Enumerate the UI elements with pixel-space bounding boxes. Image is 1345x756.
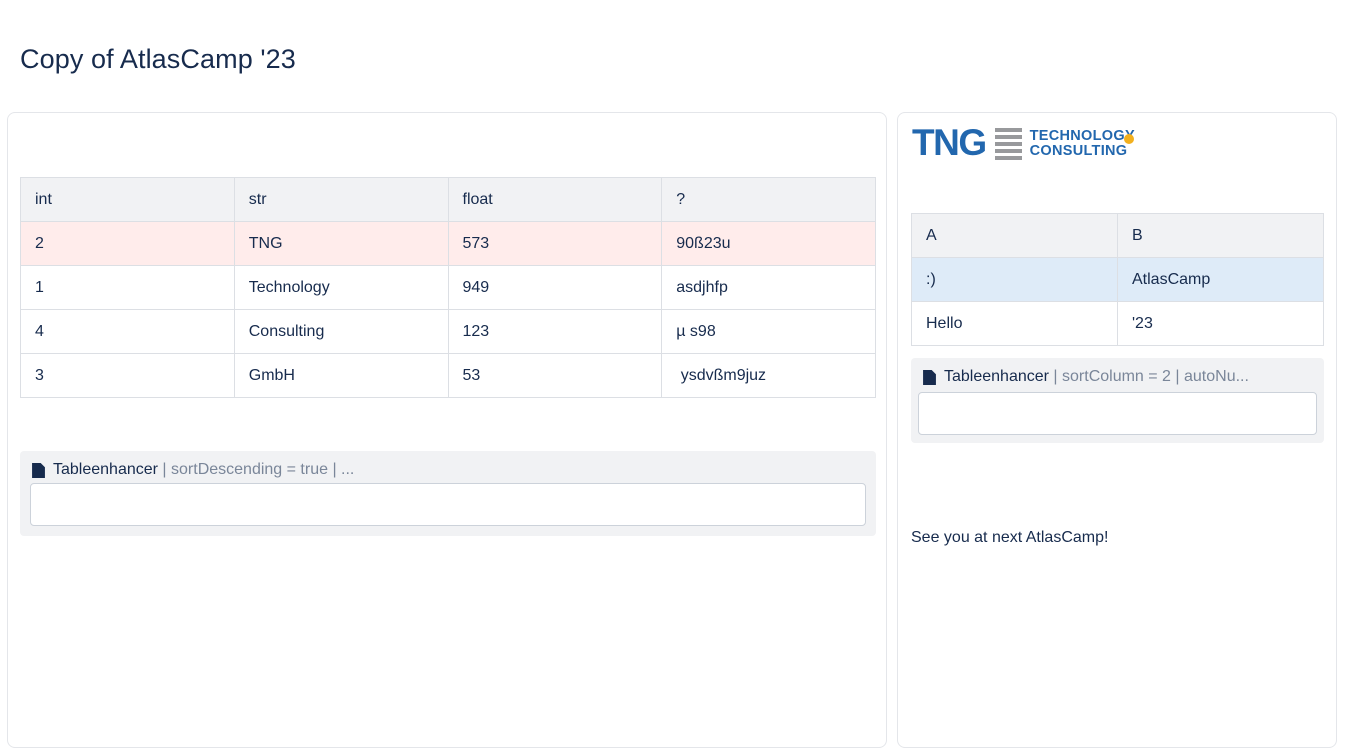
table-row: 2 TNG 573 90ß23u [20, 221, 876, 266]
table-cell: '23 [1117, 301, 1324, 346]
table-cell: 53 [447, 353, 663, 398]
tableenhancer-macro-left: Tableenhancer | sortDescending = true | … [20, 451, 876, 536]
table-cell: TNG [233, 221, 449, 266]
tng-logo: TNG TECHNOLOGY CONSULTING [912, 122, 1135, 164]
table-cell: Consulting [233, 309, 449, 354]
table-cell: 90ß23u [661, 221, 876, 266]
footer-text: See you at next AtlasCamp! [911, 529, 1109, 546]
table-cell: asdjhfp [661, 265, 876, 310]
right-content-panel: TNG TECHNOLOGY CONSULTING A B :) AtlasCa… [897, 112, 1337, 748]
table-header-row: A B [911, 213, 1324, 258]
table-cell: Technology [233, 265, 449, 310]
table-row: 1 Technology 949 asdjhfp [20, 265, 876, 310]
column-header: ? [661, 177, 876, 222]
logo-line-consulting: CONSULTING [1029, 143, 1128, 159]
data-table-left: int str float ? 2 TNG 573 90ß23u 1 Techn… [20, 177, 876, 398]
macro-title: Tableenhancer | sortDescending = true | … [20, 451, 876, 480]
table-cell: GmbH [233, 353, 449, 398]
table-cell: 949 [447, 265, 663, 310]
table-row: Hello '23 [911, 301, 1324, 346]
logo-yellow-dot-icon [1123, 133, 1134, 144]
logo-line-technology: TECHNOLOGY [1029, 127, 1135, 144]
table-cell: AtlasCamp [1117, 257, 1324, 302]
column-header: str [233, 177, 449, 222]
left-content-panel: int str float ? 2 TNG 573 90ß23u 1 Techn… [7, 112, 887, 748]
macro-name: Tableenhancer [53, 461, 158, 478]
data-table-right: A B :) AtlasCamp Hello '23 [911, 213, 1324, 346]
table-cell: :) [911, 257, 1118, 302]
macro-title: Tableenhancer | sortColumn = 2 | autoNu.… [911, 358, 1324, 387]
table-header-row: int str float ? [20, 177, 876, 222]
document-icon [923, 369, 936, 385]
table-row: 3 GmbH 53 ysdvßm9juz [20, 353, 876, 398]
column-header: float [447, 177, 663, 222]
macro-name: Tableenhancer [944, 368, 1049, 385]
tableenhancer-macro-right: Tableenhancer | sortColumn = 2 | autoNu.… [911, 358, 1324, 443]
column-header: A [911, 213, 1118, 258]
macro-body-input[interactable] [30, 483, 866, 526]
column-header: B [1117, 213, 1324, 258]
table-cell: Hello [911, 301, 1118, 346]
table-row: :) AtlasCamp [911, 257, 1324, 302]
table-cell: µ s98 [661, 309, 876, 354]
table-cell: 2 [20, 221, 235, 266]
table-cell: ysdvßm9juz [661, 353, 876, 398]
logo-text: TECHNOLOGY CONSULTING [1029, 127, 1135, 160]
table-cell: 3 [20, 353, 235, 398]
table-cell: 1 [20, 265, 235, 310]
tng-logo-wordmark: TNG [912, 122, 987, 163]
macro-params: | sortColumn = 2 | autoNu... [1048, 368, 1249, 385]
column-header: int [20, 177, 235, 222]
document-icon [32, 462, 45, 478]
page-title: Copy of AtlasCamp '23 [20, 44, 296, 74]
table-cell: 573 [447, 221, 663, 266]
table-cell: 4 [20, 309, 235, 354]
logo-bars-icon [994, 128, 1022, 160]
macro-params: | sortDescending = true | ... [157, 461, 355, 478]
table-cell: 123 [447, 309, 663, 354]
macro-body-input[interactable] [918, 392, 1317, 435]
table-row: 4 Consulting 123 µ s98 [20, 309, 876, 354]
